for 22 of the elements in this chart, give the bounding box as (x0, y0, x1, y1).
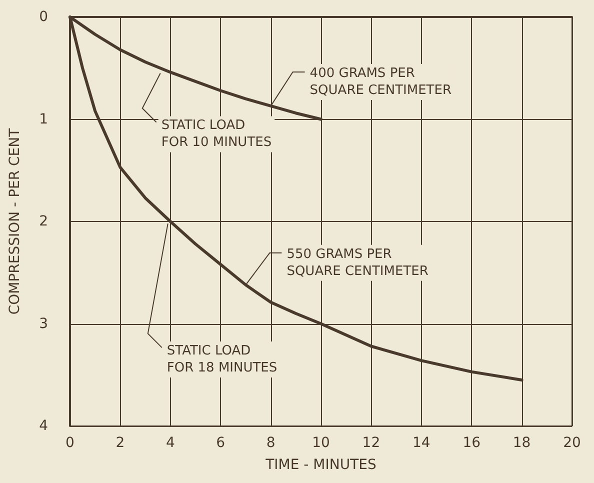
x-tick-label: 12 (362, 435, 380, 451)
x-tick-label: 16 (462, 435, 481, 451)
annotation: STATIC LOAD FOR 10 MINUTES (161, 118, 272, 150)
x-tick-label: 0 (66, 435, 74, 451)
x-tick-label: 8 (266, 435, 276, 451)
y-axis-title: COMPRESSION - PER CENT (7, 128, 23, 315)
x-axis-title: TIME - MINUTES (264, 457, 376, 473)
x-tick-label: 14 (412, 435, 430, 451)
x-tick-label: 2 (116, 435, 125, 451)
x-tick-label: 4 (166, 435, 175, 451)
x-tick-label: 10 (312, 435, 330, 451)
x-tick-label: 18 (512, 435, 531, 451)
y-tick-label: 0 (39, 9, 48, 25)
y-tick-label: 2 (39, 214, 48, 230)
y-tick-label: 4 (39, 418, 48, 434)
y-tick-label: 1 (39, 111, 48, 128)
annotation: STATIC LOAD FOR 18 MINUTES (166, 344, 278, 376)
series-label: 400 GRAMS PER SQUARE CENTIMETER (310, 66, 452, 98)
text: 550 GRAMS PER SQUARE CENTIMETER (286, 246, 428, 279)
y-tick-label: 3 (39, 316, 48, 332)
x-tick-label: 20 (563, 435, 581, 451)
x-tick-label: 6 (216, 435, 226, 451)
